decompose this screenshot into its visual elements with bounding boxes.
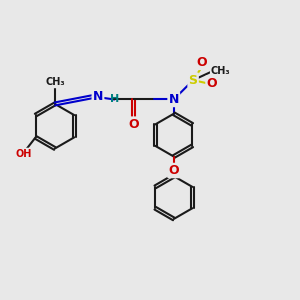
Text: N: N	[93, 90, 103, 103]
Text: O: O	[128, 118, 139, 130]
Text: O: O	[206, 76, 217, 90]
Text: N: N	[169, 93, 179, 106]
Text: OH: OH	[16, 149, 32, 159]
Text: CH₃: CH₃	[211, 66, 231, 76]
Text: S: S	[189, 74, 198, 87]
Text: H: H	[110, 94, 119, 104]
Text: O: O	[197, 56, 207, 69]
Text: CH₃: CH₃	[45, 77, 65, 87]
Text: O: O	[169, 164, 179, 177]
